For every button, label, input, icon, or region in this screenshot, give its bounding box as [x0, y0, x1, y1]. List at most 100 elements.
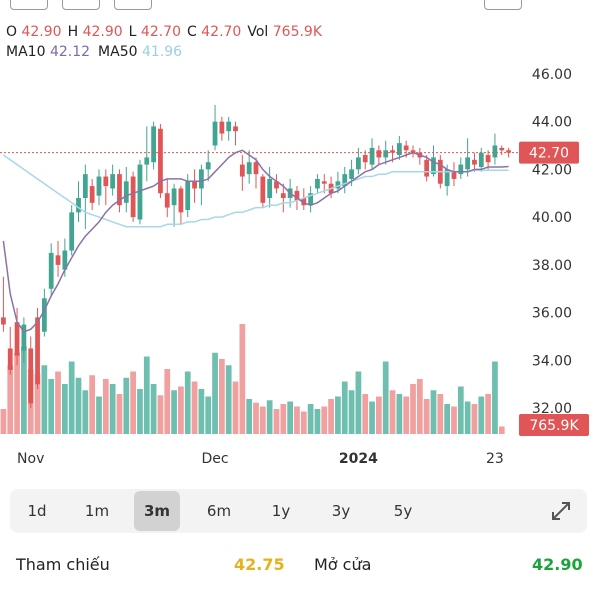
- toolbar-button-1[interactable]: [10, 0, 48, 10]
- toolbar-button-2[interactable]: [62, 0, 100, 10]
- open-label: O: [6, 24, 18, 40]
- volume-bar: [389, 390, 396, 434]
- candle-body: [7, 348, 13, 370]
- volume-bar: [382, 361, 389, 434]
- timeframe-3m[interactable]: 3m: [134, 491, 180, 531]
- candle-body: [117, 174, 122, 206]
- volume-label: 765.9K: [529, 418, 579, 434]
- candle-body: [451, 171, 457, 179]
- candle-body: [151, 126, 156, 163]
- volume-bar: [410, 384, 416, 434]
- candle-body: [48, 252, 54, 289]
- volume-bar: [444, 404, 451, 434]
- volume-bar: [423, 399, 430, 434]
- candle-body: [274, 181, 279, 189]
- expand-icon[interactable]: [549, 499, 573, 523]
- candle-body: [28, 348, 34, 404]
- volume-bar: [300, 411, 307, 434]
- time-tick-label: Nov: [17, 451, 44, 467]
- ohlc-line: O 42.90 H 42.90 L 42.70 C 42.70 Vol 765.9K: [6, 22, 328, 42]
- volume-bar: [437, 394, 444, 434]
- time-tick-label: 23: [486, 451, 504, 467]
- price-tick-label: 44.00: [532, 115, 572, 131]
- candle-body: [41, 298, 47, 332]
- candle-body: [458, 164, 464, 175]
- candle-body: [1, 317, 6, 325]
- open-value: 42.90: [21, 24, 62, 40]
- volume-bar: [212, 352, 218, 434]
- volume-bar: [14, 352, 20, 434]
- current-price-tag: 42.70: [519, 141, 579, 164]
- volume-bar: [348, 390, 355, 434]
- volume-bar: [55, 371, 61, 434]
- volume-bar: [457, 386, 464, 434]
- candle-body: [103, 176, 109, 187]
- ma-line: MA10 42.12 MA50 41.96: [6, 42, 328, 62]
- candle-body: [280, 193, 286, 199]
- volume-bar: [451, 406, 457, 434]
- volume-bar: [21, 346, 27, 434]
- candle-body: [444, 169, 450, 187]
- candle-body: [506, 150, 511, 153]
- volume-bar: [164, 369, 171, 434]
- timeframe-6m[interactable]: 6m: [206, 502, 232, 520]
- volume-bar: [280, 404, 287, 434]
- candle-body: [356, 157, 361, 170]
- volume-bar: [61, 384, 68, 434]
- volume-bar: [130, 371, 136, 434]
- volume-bar: [137, 389, 143, 434]
- open-price-label: Mở cửa: [314, 555, 372, 574]
- candle-body: [410, 150, 416, 153]
- volume-bar: [34, 374, 41, 434]
- candle-body: [69, 212, 75, 251]
- volume-bar: [232, 381, 239, 434]
- candlesticks: [1, 104, 511, 409]
- volume-bar: [314, 409, 321, 434]
- candle-body: [485, 155, 491, 163]
- open-price-value: 42.90: [532, 555, 583, 574]
- volume-bar: [396, 394, 403, 434]
- volume-bar: [239, 324, 246, 434]
- volume-bar: [335, 396, 341, 434]
- volume-bar: [89, 375, 96, 434]
- ma10-line: [2, 149, 509, 333]
- volume-bar: [191, 381, 198, 434]
- candle-body: [383, 150, 389, 158]
- timeframe-1m[interactable]: 1m: [84, 502, 110, 520]
- volume-bar: [171, 390, 177, 434]
- toolbar-button-3[interactable]: [114, 0, 152, 10]
- volume-bar: [498, 426, 505, 434]
- price-tick-label: 34.00: [532, 353, 572, 369]
- candle-body: [137, 164, 143, 220]
- timeframe-3y[interactable]: 3y: [331, 502, 351, 520]
- candle-body: [362, 155, 368, 163]
- volume-bar: [430, 390, 437, 434]
- price-chart[interactable]: 46.00 44.00 42.00 40.00 38.00 36.00 34.00 32.00…: [0, 0, 600, 475]
- price-tick-label: 38.00: [532, 258, 572, 274]
- ma10-value: 42.12: [49, 44, 91, 60]
- timeframe-1d[interactable]: 1d: [27, 502, 47, 520]
- candle-body: [308, 193, 314, 206]
- volume-bar: [41, 365, 48, 434]
- toolbar-button-4[interactable]: [484, 0, 522, 10]
- volume-bar: [485, 394, 491, 434]
- candle-body: [76, 198, 81, 213]
- candle-body: [253, 162, 259, 175]
- volume-bar: [294, 406, 300, 434]
- volume-bar: [184, 371, 191, 434]
- candle-body: [465, 157, 471, 170]
- price-tick-label: 32.00: [532, 401, 572, 417]
- candle-body: [472, 159, 477, 165]
- timeframe-1y[interactable]: 1y: [271, 502, 291, 520]
- candle-body: [246, 162, 252, 175]
- candle-body: [226, 121, 232, 132]
- volume-bar: [464, 401, 471, 434]
- timeframe-5y[interactable]: 5y: [393, 502, 413, 520]
- candle-body: [185, 181, 191, 210]
- candle-body: [239, 164, 245, 177]
- volume-bar: [157, 395, 164, 434]
- candle-body: [82, 174, 88, 199]
- reference-price-label: Tham chiếu: [16, 555, 110, 574]
- price-tick-label: 36.00: [532, 306, 572, 322]
- ohlc-readout: O 42.90 H 42.90 L 42.70 C 42.70 Vol 765.9K M…: [6, 22, 328, 62]
